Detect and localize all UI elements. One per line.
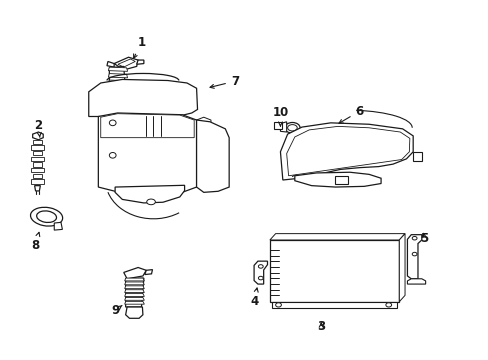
Polygon shape [125, 278, 143, 307]
Ellipse shape [109, 120, 116, 126]
Polygon shape [108, 93, 127, 97]
Polygon shape [31, 179, 43, 184]
Polygon shape [33, 151, 42, 155]
Polygon shape [108, 80, 127, 84]
Ellipse shape [275, 303, 281, 307]
Polygon shape [108, 99, 127, 104]
Polygon shape [35, 186, 41, 191]
Polygon shape [118, 59, 135, 67]
Text: 6: 6 [338, 105, 363, 123]
Polygon shape [108, 73, 127, 78]
Text: 9: 9 [111, 304, 122, 317]
Text: 2: 2 [34, 119, 42, 138]
Polygon shape [109, 66, 127, 112]
Ellipse shape [258, 265, 263, 268]
Polygon shape [280, 122, 286, 132]
Polygon shape [31, 168, 43, 172]
Ellipse shape [287, 125, 297, 131]
Polygon shape [280, 123, 412, 180]
Polygon shape [31, 157, 43, 161]
Polygon shape [144, 270, 152, 275]
Text: 1: 1 [133, 36, 145, 58]
Ellipse shape [385, 303, 391, 307]
Ellipse shape [109, 153, 116, 158]
Polygon shape [124, 294, 144, 296]
Polygon shape [124, 301, 144, 304]
Polygon shape [101, 114, 194, 138]
Polygon shape [269, 234, 404, 240]
Ellipse shape [30, 207, 62, 226]
Polygon shape [286, 126, 409, 176]
Polygon shape [108, 86, 127, 91]
Polygon shape [137, 60, 143, 64]
Ellipse shape [37, 211, 57, 222]
Polygon shape [124, 282, 144, 285]
Polygon shape [125, 307, 142, 318]
Text: 4: 4 [249, 288, 258, 308]
Polygon shape [108, 67, 127, 71]
Polygon shape [196, 117, 210, 164]
Polygon shape [124, 278, 144, 281]
Polygon shape [196, 120, 229, 192]
Polygon shape [89, 80, 197, 117]
Polygon shape [107, 62, 114, 67]
Polygon shape [33, 132, 43, 140]
Ellipse shape [411, 252, 416, 256]
Polygon shape [33, 174, 42, 178]
Bar [274, 122, 281, 129]
Polygon shape [407, 279, 425, 284]
Polygon shape [272, 302, 396, 308]
Polygon shape [98, 113, 196, 192]
Bar [334, 176, 347, 184]
Polygon shape [407, 235, 421, 279]
Ellipse shape [284, 122, 300, 133]
Polygon shape [108, 106, 127, 110]
Text: 8: 8 [31, 232, 40, 252]
Text: 10: 10 [272, 107, 288, 126]
Polygon shape [269, 240, 399, 302]
Text: 3: 3 [316, 320, 325, 333]
Text: 5: 5 [419, 232, 427, 245]
Polygon shape [54, 222, 62, 230]
Polygon shape [412, 152, 421, 161]
Ellipse shape [411, 237, 416, 240]
Ellipse shape [146, 199, 155, 205]
Polygon shape [33, 162, 42, 167]
Polygon shape [124, 297, 144, 300]
Polygon shape [109, 112, 127, 123]
Text: 7: 7 [210, 75, 239, 88]
Polygon shape [124, 290, 144, 293]
Polygon shape [115, 185, 184, 203]
Polygon shape [294, 172, 380, 187]
Polygon shape [33, 140, 42, 144]
Polygon shape [123, 267, 146, 279]
Polygon shape [399, 234, 404, 302]
Polygon shape [114, 57, 138, 70]
Ellipse shape [258, 276, 263, 280]
Polygon shape [31, 145, 43, 150]
Polygon shape [254, 261, 267, 284]
Polygon shape [124, 286, 144, 289]
